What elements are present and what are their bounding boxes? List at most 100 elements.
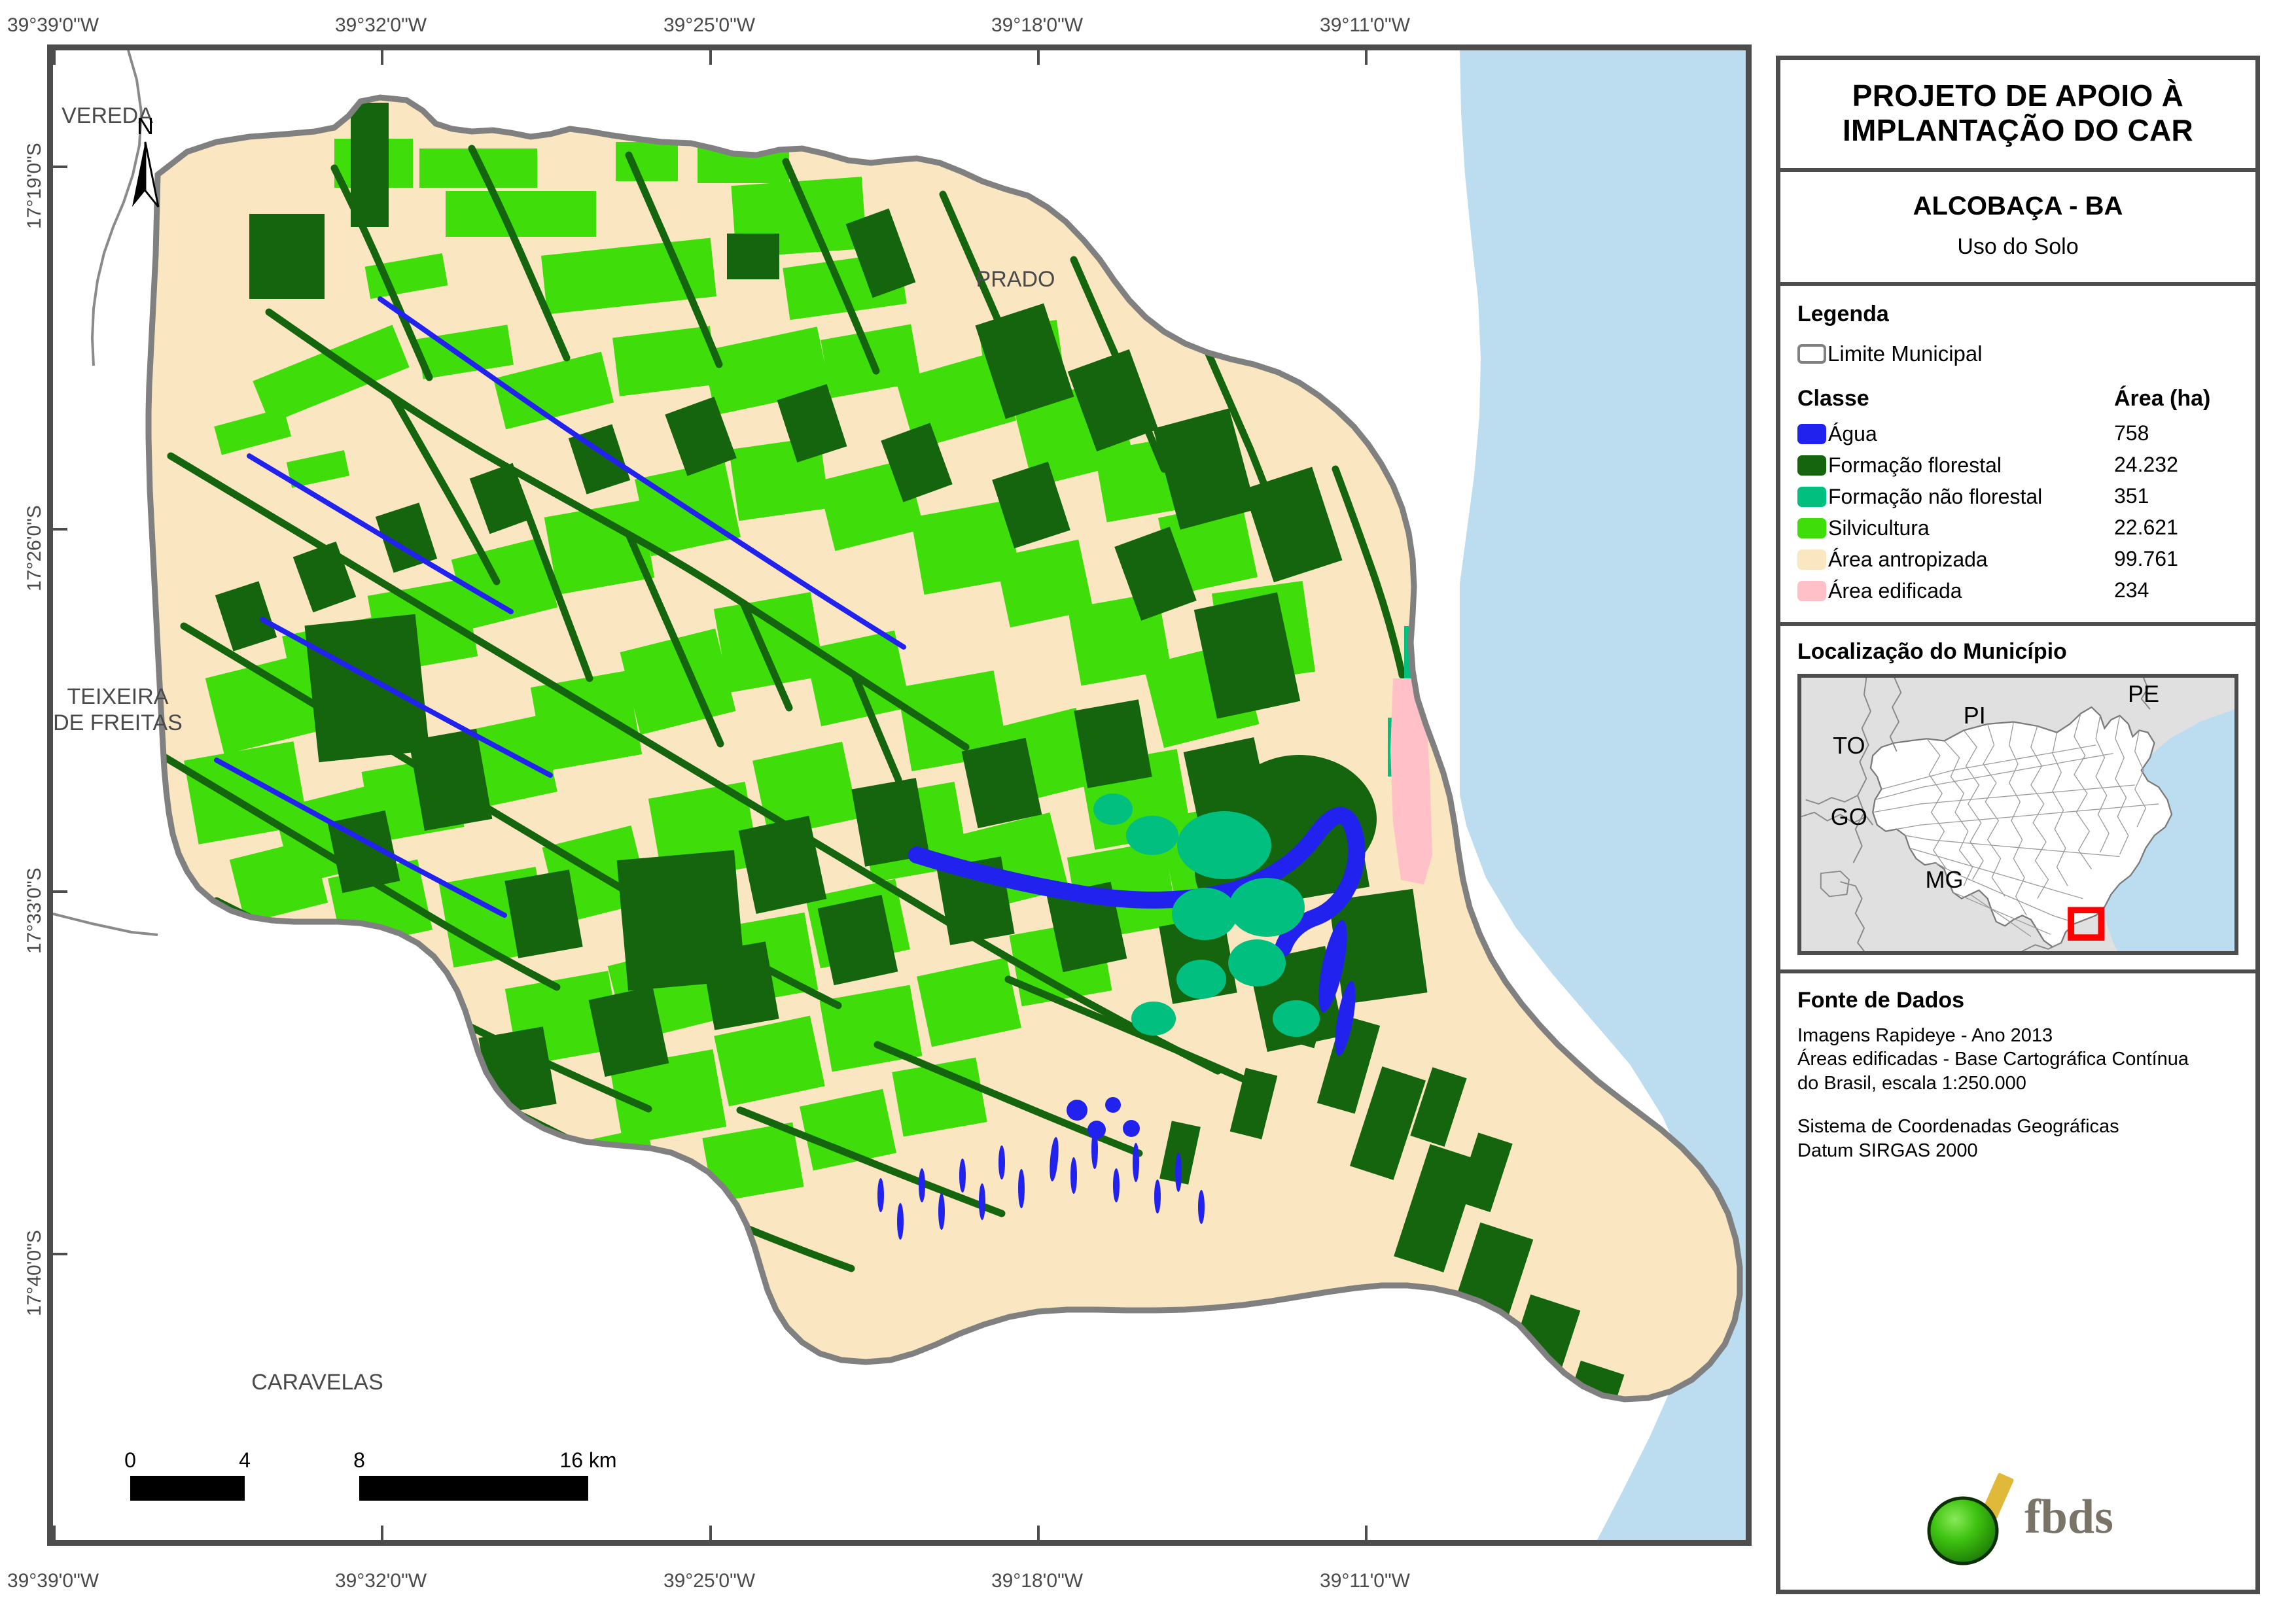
project-title-line1: PROJETO DE APOIO À [1852,79,2184,113]
data-source-section: Fonte de Dados Imagens Rapideye - Ano 20… [1780,973,2255,1590]
legend-label-formacao-florestal: Formação florestal [1828,453,2002,478]
main-map-frame[interactable]: VEREDA PRADO TEIXEIRA DE FREITAS CARAVEL… [47,44,1752,1546]
municipality-name: ALCOBAÇA - BA [1913,191,2123,220]
location-inset-map[interactable]: PI PE TO GO MG [1797,673,2238,955]
location-inset-svg [1801,677,2234,951]
swatch-agua [1797,424,1826,445]
north-arrow: N [116,114,175,209]
inset-municipal-lines [1873,713,2159,937]
legend-area-formacao-nao-florestal: 351 [2114,484,2149,508]
municipality-section: ALCOBAÇA - BA Uso do Solo [1780,172,2255,286]
graticule-tick-bottom [1037,1526,1040,1540]
lat-label-left: 17°33'0"S [24,867,45,954]
legend-table-header-row: Classe Área (ha) [1797,386,2238,418]
municipal-boundary-line [145,94,1743,1403]
scale-segment-white-1 [245,1476,359,1501]
legend-col-class: Classe [1797,385,1869,411]
legend-label-area-antropizada: Área antropizada [1828,548,1988,572]
neighbour-line-w [53,913,158,936]
municipality-highlight-box [2068,907,2105,941]
legend-row-formacao-florestal: Formação florestal 24.232 [1797,449,2238,481]
graticule-tick-bottom [381,1526,383,1540]
lon-label-top: 39°39'0"W [7,14,99,36]
legend-boundary-row: Limite Municipal [1797,341,2238,366]
lon-label-top: 39°11'0"W [1320,14,1410,36]
graticule-tick-left [53,1253,67,1255]
legend-row-formacao-nao-florestal: Formação não florestal 351 [1797,481,2238,512]
fbds-logo: fbds [1797,1468,2238,1566]
swatch-formacao-florestal [1797,455,1826,476]
inset-ocean [2099,708,2234,951]
graticule-tick-bottom [1365,1526,1368,1540]
lat-label-left: 17°19'0"S [24,143,45,229]
legend-row-area-edificada: Área edificada 234 [1797,575,2238,606]
lon-label-top: 39°25'0"W [663,14,756,36]
graticule-tick-bottom [709,1526,712,1540]
location-heading: Localização do Município [1797,638,2067,664]
legend-area-area-antropizada: 99.761 [2114,547,2178,571]
legend-label-agua: Água [1828,422,1877,446]
project-title-section: PROJETO DE APOIO À IMPLANTAÇÃO DO CAR [1780,60,2255,172]
lon-label-bottom: 39°39'0"W [7,1570,99,1592]
legend-area-silvicultura: 22.621 [2114,515,2178,540]
graticule-tick-left [53,166,67,168]
fbds-logo-text: fbds [2024,1490,2113,1544]
legend-row-silvicultura: Silvicultura 22.621 [1797,512,2238,544]
swatch-area-antropizada [1797,550,1826,570]
project-title-line2: IMPLANTAÇÃO DO CAR [1842,113,2194,148]
legend-area-agua: 758 [2114,421,2149,445]
graticule-tick-top [709,50,712,65]
fbds-logo-mark [1922,1468,2034,1566]
swatch-formacao-nao-florestal [1797,487,1826,508]
source-line-5: Datum SIRGAS 2000 [1797,1140,1978,1161]
data-source-lines: Imagens Rapideye - Ano 2013 Áreas edific… [1797,1024,2238,1163]
graticule-tick-top [1037,50,1040,65]
vereda-boundary [90,50,143,366]
location-section: Localização do Município [1780,626,2255,973]
map-info-panel: PROJETO DE APOIO À IMPLANTAÇÃO DO CAR AL… [1776,56,2260,1594]
lon-label-bottom: 39°11'0"W [1320,1570,1410,1592]
legend-row-agua: Água 758 [1797,418,2238,449]
scale-tick-0: 0 [124,1448,136,1472]
logo-green-sphere [1927,1496,1999,1565]
urban-area [1390,678,1432,884]
graticule-tick-left [53,890,67,893]
legend-label-area-edificada: Área edificada [1828,579,1962,603]
legend-area-formacao-florestal: 24.232 [2114,453,2178,477]
legend-boundary-label: Limite Municipal [1828,341,1983,366]
legend-label-formacao-nao-florestal: Formação não florestal [1828,485,2043,509]
graticule-tick-bottom [53,1526,56,1540]
scale-segment-black-1 [130,1476,245,1501]
lat-label-left: 17°26'0"S [24,505,45,591]
legend-section: Legenda Limite Municipal Classe Área (ha… [1780,286,2255,626]
inset-neighbour-states [1801,677,2151,951]
lat-label-left: 17°40'0"S [24,1230,45,1316]
legend-row-area-antropizada: Área antropizada 99.761 [1797,544,2238,575]
scale-segment-black-2 [359,1476,588,1501]
lon-label-top: 39°32'0"W [334,14,427,36]
municipality-subtitle: Uso do Solo [1957,234,2079,259]
graticule-tick-top [381,50,383,65]
source-spacer [1797,1095,2238,1115]
legend-col-area: Área (ha) [2114,385,2211,411]
lon-label-top: 39°18'0"W [991,14,1084,36]
lon-label-bottom: 39°18'0"W [991,1570,1084,1592]
graticule-tick-left [53,528,67,531]
graticule-tick-top [1365,50,1368,65]
source-line-3: do Brasil, escala 1:250.000 [1797,1072,2026,1094]
land-use-map [53,50,1746,1540]
legend-class-table: Classe Área (ha) Água 758 Formação flore… [1797,386,2238,606]
source-line-1: Imagens Rapideye - Ano 2013 [1797,1024,2053,1046]
legend-area-area-edificada: 234 [2114,578,2149,602]
source-line-4: Sistema de Coordenadas Geográficas [1797,1116,2119,1138]
boundary-swatch-icon [1797,343,1826,364]
inset-bahia-state [1869,706,2173,948]
swatch-area-edificada [1797,581,1826,602]
legend-label-silvicultura: Silvicultura [1828,516,1930,540]
north-letter: N [137,113,154,139]
scale-tick-4: 4 [239,1448,251,1472]
scale-bar: 0 4 8 16 km [124,1448,617,1501]
lon-label-bottom: 39°25'0"W [663,1570,756,1592]
ocean-polygon [1450,50,1746,1540]
scale-tick-16: 16 km [559,1448,617,1472]
